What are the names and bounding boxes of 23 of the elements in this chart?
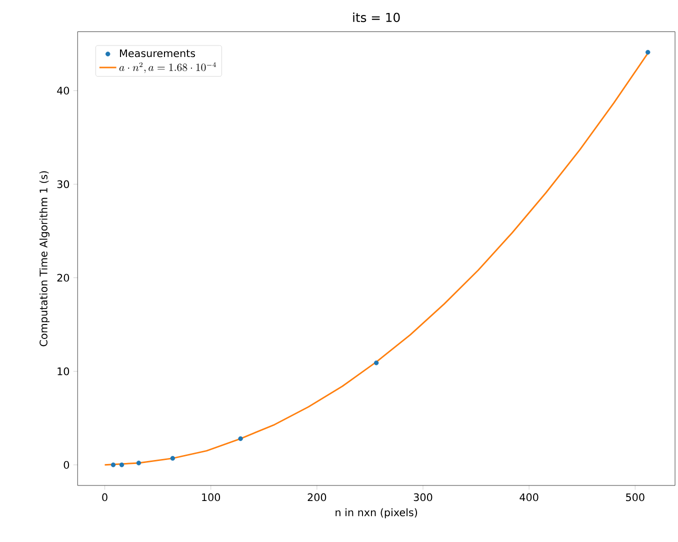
legend-label: Measurements <box>120 49 196 58</box>
x-tick-label: 100 <box>202 493 220 502</box>
chart-title: its = 10 <box>353 12 400 22</box>
point <box>136 460 142 466</box>
legend-label: $a\cdot n^2, a = 1.68\cdot 10^{-4}$ <box>119 62 216 73</box>
x-axis-title: n in nxn (pixels) <box>336 508 418 518</box>
x-tick-label: 200 <box>308 493 326 502</box>
y-tick-label: 20 <box>57 274 70 282</box>
point <box>170 456 176 461</box>
x-tick-label: 400 <box>520 493 538 502</box>
y-tick-label: 0 <box>64 460 70 469</box>
x-tick-label: 500 <box>626 493 644 502</box>
y-tick-label: 30 <box>57 180 70 188</box>
point <box>646 50 650 55</box>
point <box>110 462 116 468</box>
point <box>238 436 243 442</box>
y-axis-title: Computation Time Algorithm 1 (s) <box>39 171 50 346</box>
y-tick-label: 10 <box>58 367 70 376</box>
x-tick-label: 300 <box>414 493 432 502</box>
x-tick-label: 0 <box>102 493 108 502</box>
point <box>119 462 124 468</box>
point <box>374 360 379 366</box>
y-tick-label: 40 <box>57 86 70 95</box>
